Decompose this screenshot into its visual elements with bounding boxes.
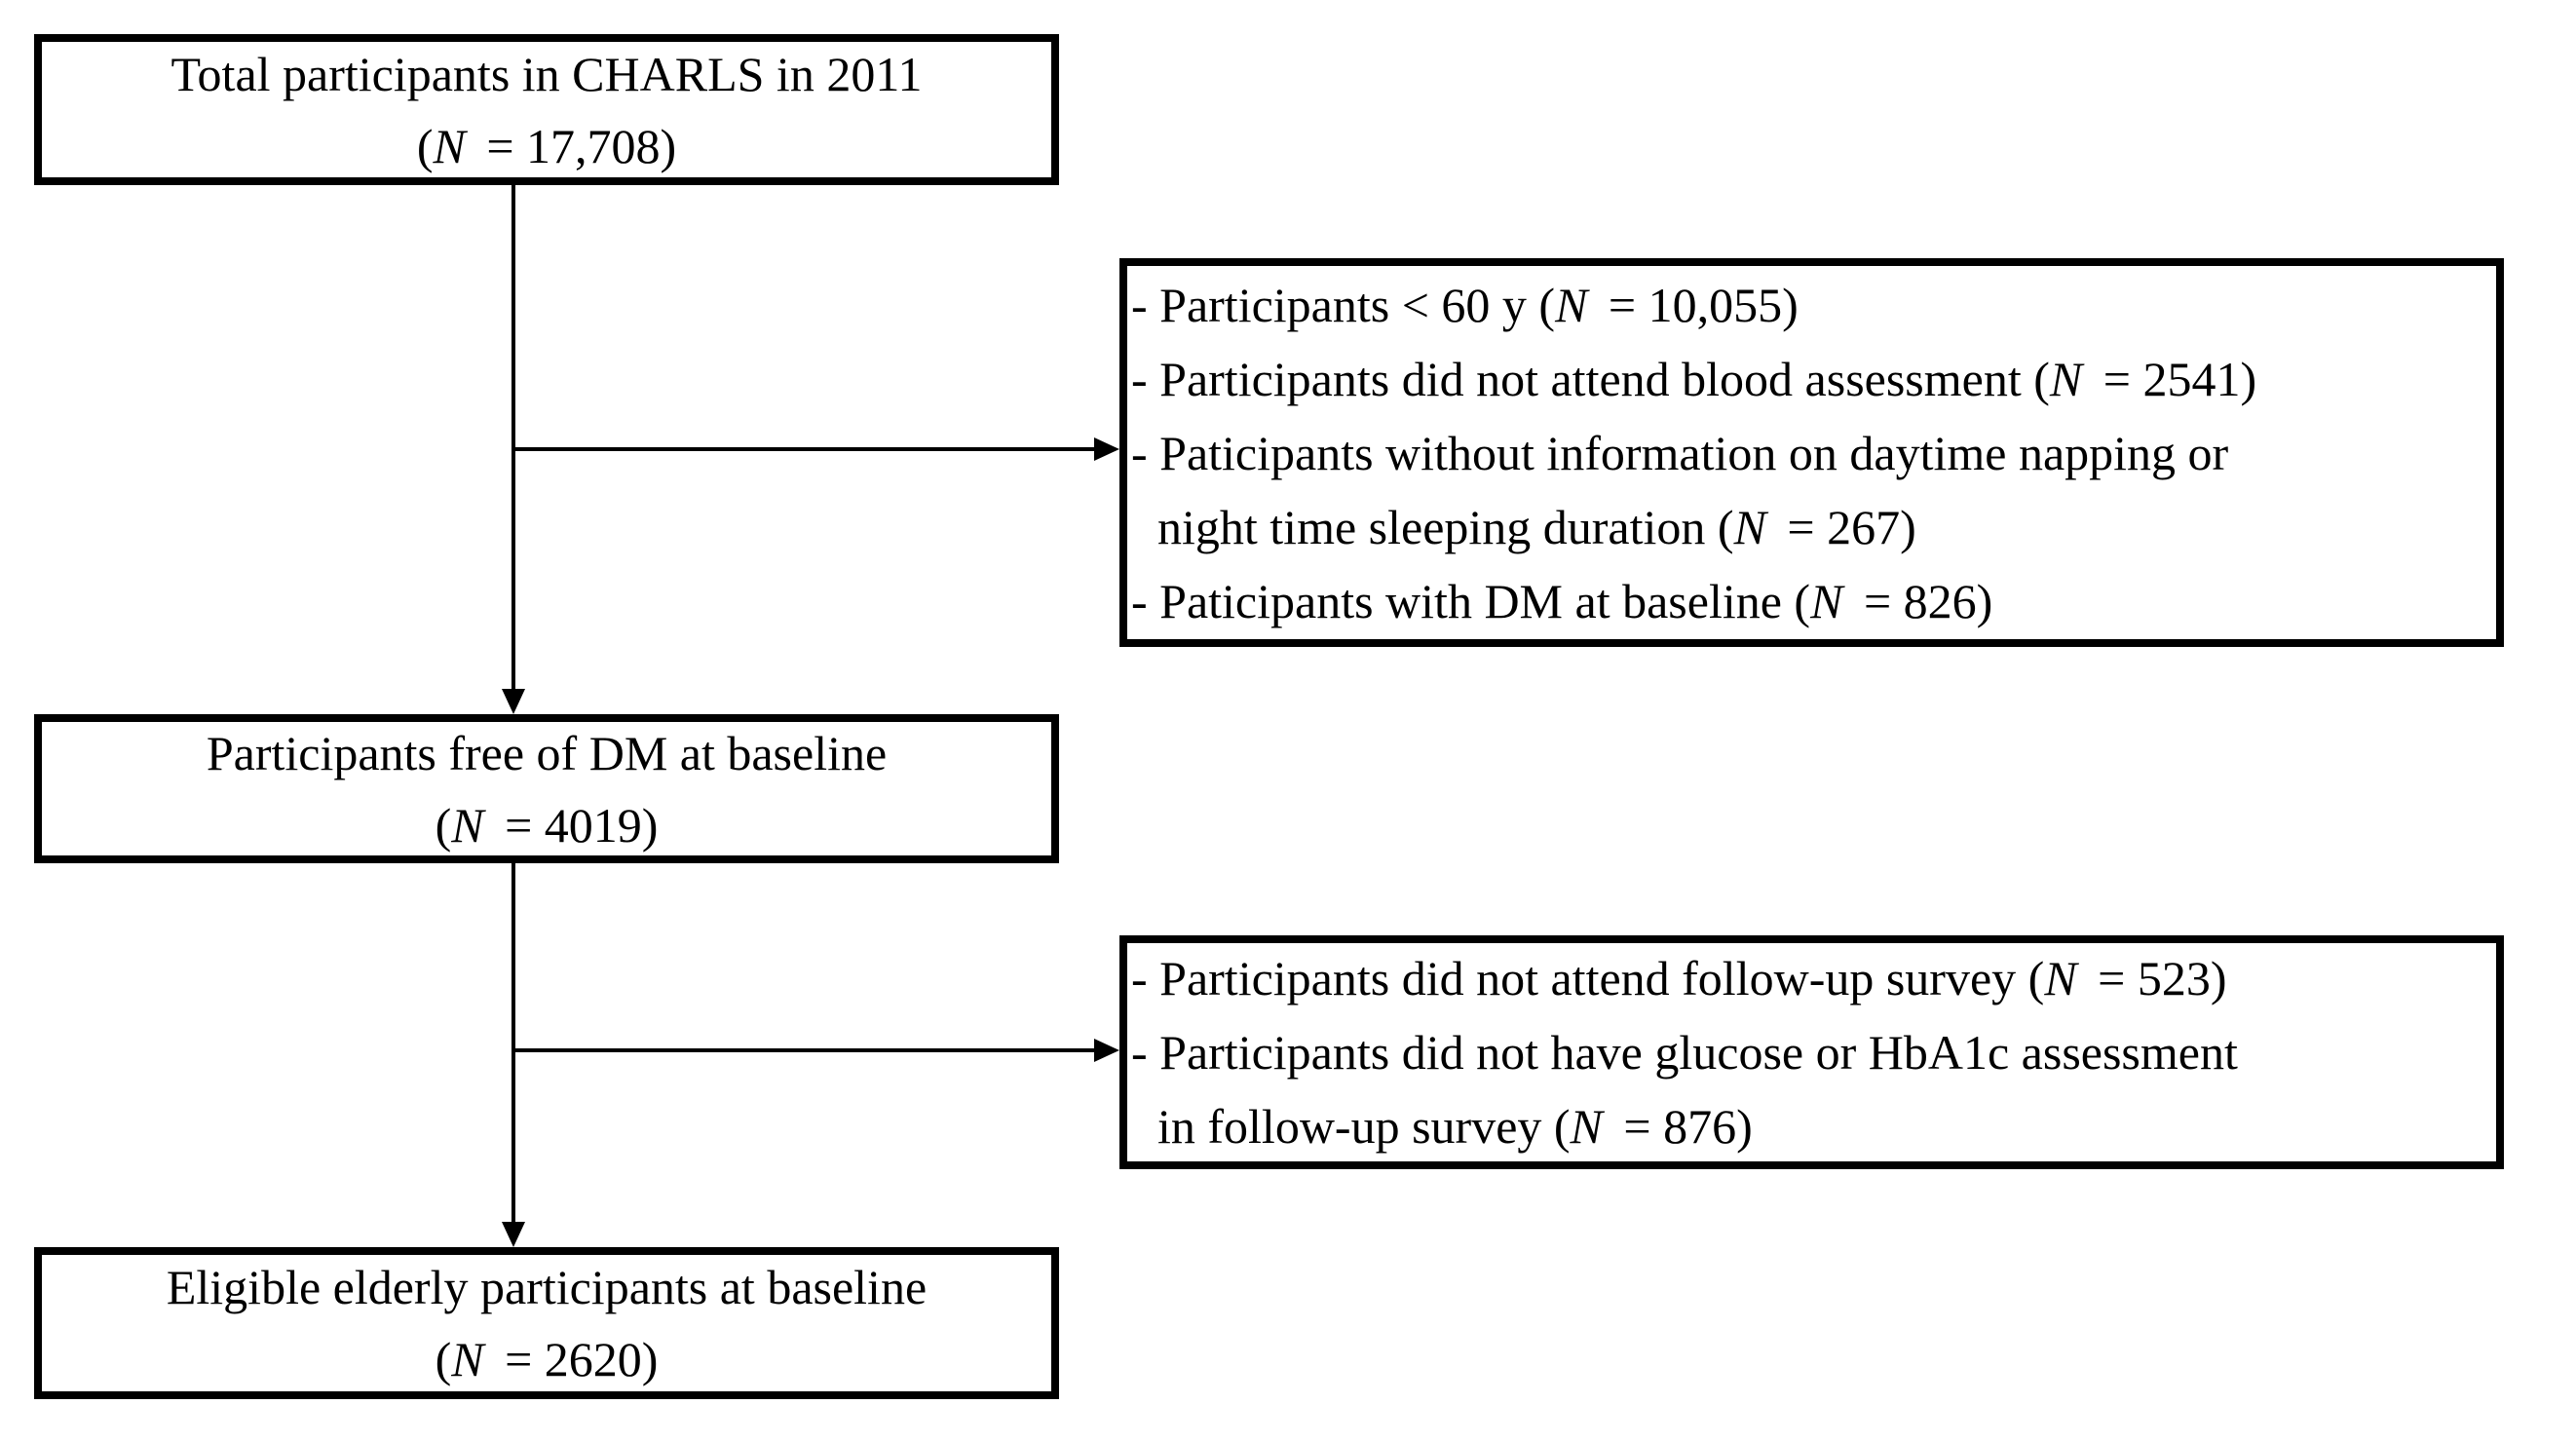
total-participants-box: Total participants in CHARLS in 2011 (N … (34, 34, 1059, 185)
exclusion-text: - Paticipants without information on day… (1131, 425, 2229, 480)
exclusion-line: - Participants did not attend blood asse… (1127, 342, 2479, 416)
n-value: = 826) (1851, 573, 1993, 628)
connector-horizontal-exclusion-2 (513, 1048, 1096, 1052)
eligible-participants-box: Eligible elderly participants at baselin… (34, 1247, 1059, 1399)
connector-horizontal-exclusion-1 (513, 447, 1096, 451)
exclusion-text: night time sleeping duration ( (1157, 499, 1734, 554)
exclusion-text: in follow-up survey ( (1157, 1099, 1571, 1154)
box-n-line: (N = 2620) (436, 1323, 659, 1395)
box-title: Participants free of DM at baseline (206, 725, 888, 780)
n-symbol: N (2044, 951, 2077, 1006)
exclusion-text: - Participants did not attend follow-up … (1131, 951, 2045, 1006)
paren-open: ( (416, 118, 434, 173)
n-symbol: N (2049, 351, 2083, 406)
n-symbol: N (1733, 499, 1766, 554)
exclusion-text: - Participants < 60 y ( (1131, 277, 1556, 332)
paren-open: ( (435, 797, 452, 853)
n-value: = 2620) (492, 1332, 659, 1386)
box-title: Total participants in CHARLS in 2011 (170, 46, 923, 101)
paren-open: ( (435, 1332, 452, 1386)
n-symbol: N (1810, 573, 1843, 628)
exclusion-line: - Paticipants with DM at baseline (N = 8… (1127, 564, 2479, 638)
n-value: = 876) (1610, 1099, 1753, 1154)
connector-vertical-bottom (511, 863, 515, 1224)
exclusion-box-1: - Participants < 60 y (N = 10,055) - Par… (1119, 258, 2504, 647)
box-n-line: (N = 4019) (436, 789, 659, 861)
n-symbol: N (451, 1332, 484, 1386)
n-value: = 523) (2085, 951, 2227, 1006)
n-value: = 267) (1774, 499, 1916, 554)
n-symbol: N (1555, 277, 1588, 332)
exclusion-line: - Paticipants without information on day… (1127, 416, 2479, 490)
exclusion-text: - Participants did not attend blood asse… (1131, 351, 2050, 406)
box-n-line: (N = 17,708) (417, 110, 676, 182)
arrowhead-down-icon (502, 689, 525, 714)
n-value: = 10,055) (1596, 277, 1799, 332)
n-symbol: N (433, 118, 466, 173)
n-symbol: N (1570, 1099, 1603, 1154)
n-value: = 4019) (492, 797, 659, 853)
exclusion-text: - Paticipants with DM at baseline ( (1131, 573, 1811, 628)
arrowhead-down-icon (502, 1222, 525, 1247)
exclusion-box-2: - Participants did not attend follow-up … (1119, 935, 2504, 1169)
exclusion-line: - Participants did not attend follow-up … (1127, 941, 2479, 1015)
exclusion-line: - Participants did not have glucose or H… (1127, 1015, 2479, 1089)
dm-free-box: Participants free of DM at baseline (N =… (34, 714, 1059, 863)
exclusion-text: - Participants did not have glucose or H… (1131, 1025, 2238, 1080)
n-symbol: N (451, 797, 484, 853)
arrowhead-right-icon (1094, 437, 1119, 461)
n-value: = 2541) (2091, 351, 2257, 406)
exclusion-line: - Participants < 60 y (N = 10,055) (1127, 268, 2479, 342)
connector-vertical-top (511, 185, 515, 691)
n-value: = 17,708) (474, 118, 677, 173)
box-title: Eligible elderly participants at baselin… (166, 1260, 928, 1314)
arrowhead-right-icon (1094, 1039, 1119, 1062)
exclusion-line-continuation: in follow-up survey (N = 876) (1127, 1089, 2479, 1163)
exclusion-line-continuation: night time sleeping duration (N = 267) (1127, 490, 2479, 564)
